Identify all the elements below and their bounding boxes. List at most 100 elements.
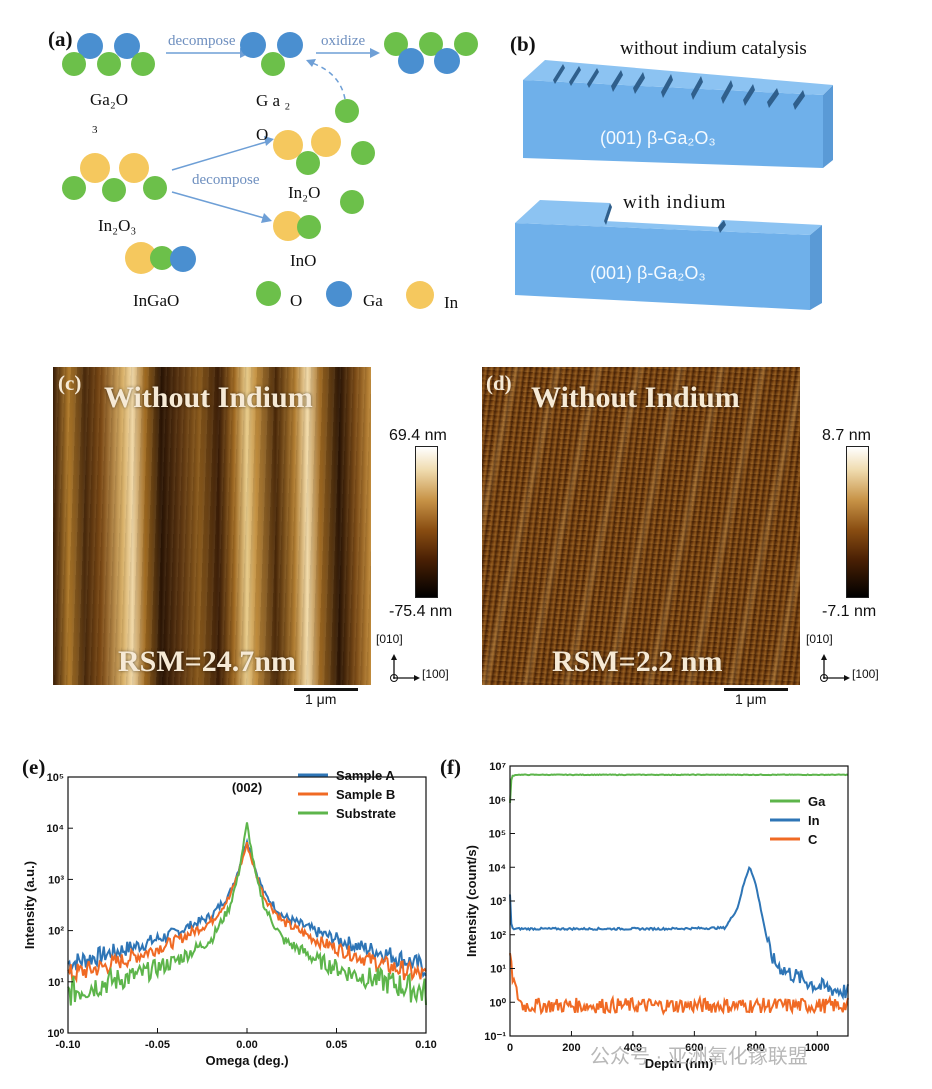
x-axis-title: Depth (nm)	[645, 1056, 714, 1071]
panel-d-axis-arrows	[820, 654, 850, 682]
o-atom	[351, 141, 375, 165]
in-legend-icon	[406, 281, 434, 309]
watermark-text: 公众号 · 亚洲氧化镓联盟	[590, 1046, 808, 1068]
panel-d-scale-label: 1 μm	[735, 691, 767, 707]
series-line-ga	[509, 773, 849, 803]
legend-label: In	[808, 813, 820, 828]
panel-e-label: (e)	[22, 755, 46, 779]
x-tick-label: 1000	[805, 1042, 829, 1054]
panel-b-label: (b)	[510, 32, 536, 56]
decompose-label-mid: decompose	[192, 172, 260, 188]
sims-depth-profile-chart: 0 200 400 600 800 1000 10⁻¹ 10⁰ 10¹ 10² 10³ 10⁴ 10⁵ 1…	[464, 761, 849, 1071]
o-atom	[297, 215, 321, 239]
y-tick-label: 10²	[48, 926, 64, 938]
x-tick-label: 800	[747, 1042, 765, 1054]
legend-label: C	[808, 832, 818, 847]
o-atom	[62, 52, 86, 76]
in-atom	[80, 153, 110, 183]
x-tick-label: 0.00	[236, 1039, 257, 1051]
x-tick-label: 600	[685, 1042, 703, 1054]
x-tick-label: 0.05	[326, 1039, 347, 1051]
ga-atom	[170, 246, 196, 272]
y-tick-label: 10⁴	[488, 862, 506, 874]
y-tick-label: 10⁶	[489, 795, 506, 807]
y-axis-title: Intensity (count/s)	[464, 845, 479, 957]
stepped-block-bottom	[515, 200, 822, 310]
y-tick-label: 10⁵	[47, 772, 64, 784]
panel-c-colorbar	[415, 446, 438, 598]
legend-in-label: In	[444, 293, 459, 312]
ga-atom	[277, 32, 303, 58]
y-tick-label: 10¹	[490, 964, 506, 976]
y-tick-label: 10²	[490, 930, 506, 942]
o-atom	[143, 176, 167, 200]
y-tick-label: 10³	[490, 896, 506, 908]
ino-label: InO	[290, 251, 317, 270]
panel-c-rsm: RSM=24.7nm	[118, 645, 296, 678]
series-line-c	[509, 953, 849, 1016]
y-tick-label: 10¹	[48, 977, 64, 989]
afm-image-with-indium	[482, 367, 800, 685]
ga-legend-icon	[326, 281, 352, 307]
y-tick-label: 10⁰	[489, 997, 506, 1009]
x-tick-label: 0.10	[415, 1039, 436, 1051]
panel-d-axis-010: [010]	[806, 632, 833, 646]
oxidize-arrow	[316, 48, 380, 58]
o-atom	[131, 52, 155, 76]
x-tick-label: 0	[507, 1042, 513, 1054]
ga-atom	[398, 48, 424, 74]
legend-label: Ga	[808, 794, 826, 809]
x-tick-label: -0.10	[55, 1039, 80, 1051]
without-indium-caption: without indium catalysis	[620, 38, 807, 59]
o-legend-icon	[256, 281, 281, 306]
legend-label: Substrate	[336, 806, 396, 821]
panel-c-label: (c)	[58, 371, 82, 395]
panel-c-axis-arrows	[390, 654, 420, 682]
bottom-block-label: (001) β-Ga₂O₃	[590, 263, 706, 283]
o-atom	[335, 99, 359, 123]
panel-d-colorbar	[846, 446, 869, 598]
y-tick-label: 10⁷	[489, 761, 506, 773]
decompose-arrow-top	[166, 48, 250, 58]
o-atom	[454, 32, 478, 56]
in2o3-label: In₂O₃	[98, 216, 137, 235]
o-label: O	[256, 125, 269, 144]
y-tick-label: 10³	[48, 874, 64, 886]
panel-d-title: Without Indium	[531, 381, 740, 414]
panel-d-label: (d)	[486, 371, 512, 395]
plot-frame	[509, 765, 849, 1037]
y-tick-label: 10⁴	[46, 823, 64, 835]
rocking-curve-chart: -0.10 -0.05 0.00 0.05 0.10 10⁰ 10¹ 10² 10³ 10⁴ 10⁵…	[22, 768, 437, 1068]
y-axis-title: Intensity (a.u.)	[22, 861, 37, 949]
x-tick-label: 400	[624, 1042, 642, 1054]
panel-c-title: Without Indium	[104, 381, 313, 414]
in-atom	[311, 127, 341, 157]
ga2-label: G a ₂	[256, 91, 291, 110]
y-tick-label: 10⁻¹	[484, 1031, 506, 1043]
o-atom	[102, 178, 126, 202]
y-tick-label: 10⁵	[489, 829, 506, 841]
x-axis-title: Omega (deg.)	[205, 1053, 288, 1068]
ga2o-label: Ga₂O	[90, 90, 129, 109]
panel-c-scalebar	[294, 688, 358, 691]
panel-c-scale-label: 1 μm	[305, 691, 337, 707]
ga-atom	[240, 32, 266, 58]
in2o-label: In₂O	[288, 183, 321, 202]
panel-d-cb-min: -7.1 nm	[822, 603, 877, 620]
o-atom	[261, 52, 285, 76]
afm-image-without-indium	[53, 367, 371, 685]
ga-atom	[434, 48, 460, 74]
oxidize-label: oxidize	[321, 33, 366, 49]
o-atom	[296, 151, 320, 175]
y-tick-label: 10⁰	[47, 1028, 64, 1040]
ingao-label: InGaO	[133, 291, 180, 310]
o-atom	[340, 190, 364, 214]
panel-d-axis-100: [100]	[852, 667, 879, 681]
o-atom	[97, 52, 121, 76]
series-line-sample-b	[67, 841, 427, 984]
in-atom	[119, 153, 149, 183]
series-line-in	[509, 865, 849, 1001]
panel-c-cb-min: -75.4 nm	[389, 603, 453, 620]
x-tick-label: -0.05	[145, 1039, 170, 1051]
